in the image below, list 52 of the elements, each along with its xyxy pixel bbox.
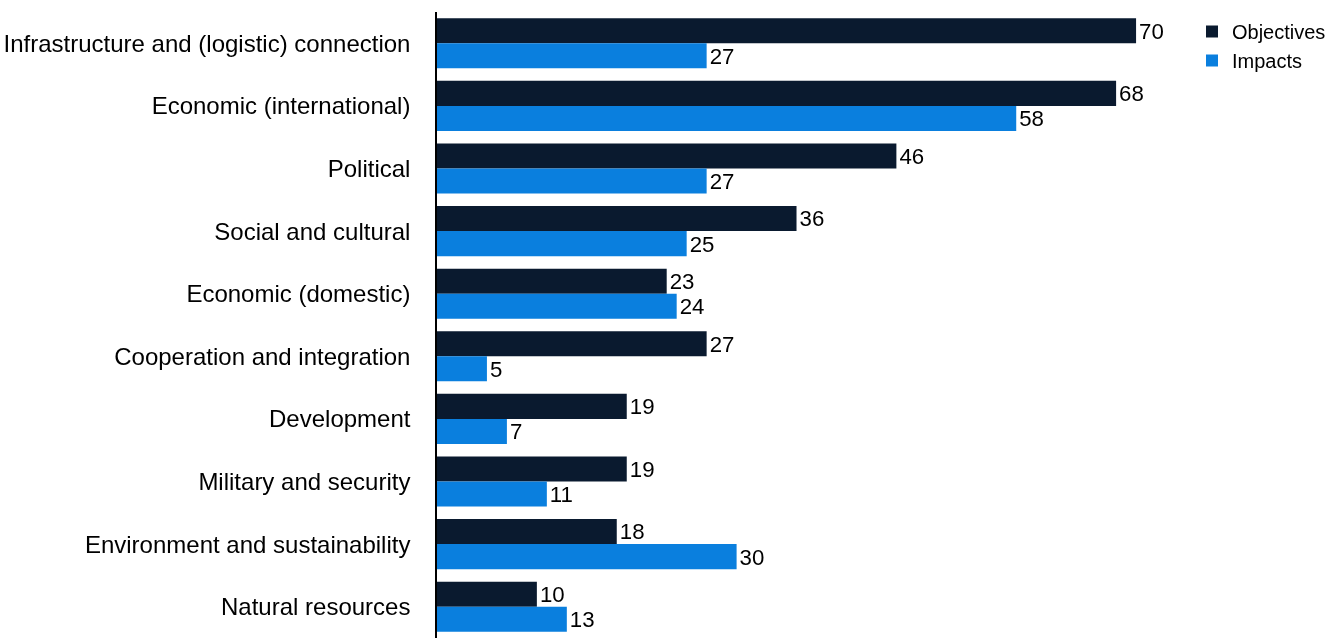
bar [437, 268, 667, 294]
bar [437, 168, 707, 194]
data-label: 24 [679, 294, 705, 320]
bar [437, 231, 687, 257]
bar [437, 393, 627, 419]
data-label: 46 [899, 143, 925, 169]
y-tick-label: Economic (domestic) [186, 280, 411, 308]
bar [437, 519, 617, 545]
bar [437, 143, 897, 169]
y-tick-label: Cooperation and integration [114, 342, 411, 370]
bar [437, 544, 737, 570]
data-label: 27 [709, 43, 735, 69]
bar [437, 206, 797, 232]
data-label: 13 [569, 607, 595, 633]
data-label: 25 [689, 231, 715, 257]
data-label: 27 [709, 168, 735, 194]
bar [437, 481, 547, 507]
bar [437, 606, 567, 632]
bar [437, 581, 537, 607]
bar [437, 356, 487, 382]
y-tick-label: Political [327, 154, 411, 182]
data-label: 5 [489, 356, 503, 382]
bar [437, 331, 707, 357]
data-label: 7 [509, 419, 523, 445]
data-label: 58 [1019, 106, 1044, 132]
y-tick-label: Environment and sustainability [84, 530, 411, 558]
y-tick-label: Natural resources [221, 593, 411, 621]
bar [437, 293, 677, 319]
y-tick-label: Economic (international) [151, 92, 411, 120]
data-label: 19 [629, 394, 655, 420]
y-tick-label: Infrastructure and (logistic) connection [3, 29, 411, 57]
data-label: 68 [1119, 81, 1144, 107]
legend-label: Objectives [1232, 21, 1326, 44]
data-label: 23 [669, 269, 695, 295]
bar [437, 43, 707, 69]
y-tick-label: Military and security [198, 467, 411, 495]
y-tick-label: Development [269, 405, 411, 433]
bar [437, 105, 1017, 131]
data-label: 27 [709, 331, 735, 357]
legend-label: Impacts [1232, 50, 1303, 73]
data-label: 18 [619, 519, 645, 545]
data-label: 36 [799, 206, 825, 232]
data-label: 19 [629, 456, 655, 482]
bar [437, 456, 627, 482]
data-label: 10 [539, 582, 565, 608]
bar [437, 418, 507, 444]
bar [437, 80, 1117, 106]
data-label: 70 [1139, 18, 1164, 44]
data-label: 30 [739, 544, 765, 570]
bar [437, 18, 1137, 44]
data-label: 11 [549, 481, 573, 507]
y-tick-label: Social and cultural [214, 217, 411, 245]
